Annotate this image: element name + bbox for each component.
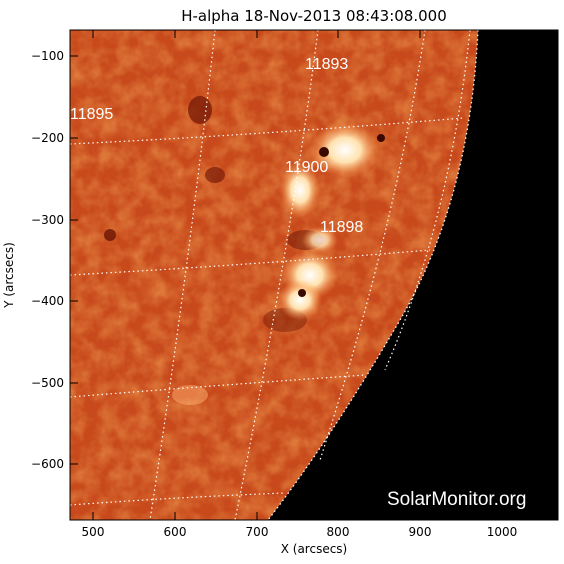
solar-limb [267, 30, 479, 520]
active-region-label: 11900 [285, 159, 328, 176]
chart-title: H-alpha 18-Nov-2013 08:43:08.000 [181, 7, 447, 25]
y-tick-label: −600 [31, 457, 64, 471]
y-tick-label: −400 [31, 294, 64, 308]
heliographic-grid [70, 30, 471, 520]
active-region-label: 11895 [70, 106, 113, 123]
watermark: SolarMonitor.org [387, 489, 526, 510]
y-axis-ticks [70, 55, 558, 465]
x-tick-label: 900 [409, 525, 432, 539]
active-region-label: 11898 [320, 219, 363, 236]
y-tick-label: −300 [31, 213, 64, 227]
x-tick-label: 500 [82, 525, 105, 539]
x-axis-ticks [92, 30, 503, 520]
y-tick-label: −200 [31, 131, 64, 145]
y-tick-label: −100 [31, 49, 64, 63]
plot-frame [69, 29, 559, 521]
y-tick-label: −500 [31, 376, 64, 390]
x-tick-label: 600 [164, 525, 187, 539]
x-tick-label: 700 [246, 525, 269, 539]
x-axis-label: X (arcsecs) [281, 542, 348, 556]
x-tick-label: 800 [327, 525, 350, 539]
x-tick-label: 1000 [487, 525, 518, 539]
y-axis-label: Y (arcsecs) [2, 242, 16, 309]
active-region-label: 11893 [305, 56, 348, 73]
